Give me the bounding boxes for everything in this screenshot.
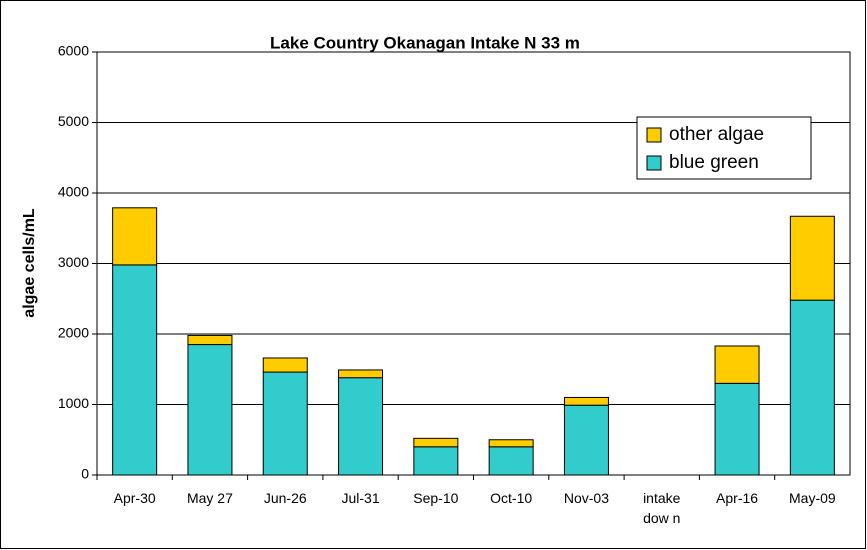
x-tick-label: May 27 bbox=[186, 490, 233, 506]
y-tick-label: 6000 bbox=[58, 43, 89, 59]
x-tick-label: Apr-16 bbox=[716, 490, 759, 506]
bar-segment bbox=[187, 344, 233, 476]
bar-segment bbox=[789, 215, 835, 301]
y-tick-label: 3000 bbox=[58, 254, 89, 270]
bar-segment bbox=[789, 299, 835, 476]
legend-swatch bbox=[646, 155, 662, 171]
chart-title: Lake Country Okanagan Intake N 33 m bbox=[270, 33, 580, 52]
x-tick-label: Nov-03 bbox=[563, 490, 609, 506]
bar-segment bbox=[714, 382, 760, 476]
y-tick-label: 4000 bbox=[58, 184, 89, 200]
bar-segment bbox=[338, 377, 384, 476]
x-tick-label: Sep-10 bbox=[413, 490, 459, 506]
bar-segment bbox=[413, 437, 459, 448]
y-tick-label: 5000 bbox=[58, 113, 89, 129]
bar-segment bbox=[262, 357, 308, 373]
bar-segment bbox=[413, 446, 459, 476]
bar-segment bbox=[714, 345, 760, 384]
bar-segment bbox=[488, 439, 534, 448]
y-tick-label: 2000 bbox=[58, 325, 89, 341]
x-tick-label: Jun-26 bbox=[263, 490, 307, 506]
x-tick-label: Apr-30 bbox=[113, 490, 156, 506]
bar-segment bbox=[338, 369, 384, 379]
y-axis-label: algae cells/mL bbox=[21, 208, 38, 318]
legend-label: blue green bbox=[669, 152, 759, 173]
legend-box bbox=[636, 116, 812, 180]
bar-segment bbox=[112, 207, 158, 266]
x-tick-label: Jul-31 bbox=[341, 490, 380, 506]
legend-label: other algae bbox=[669, 124, 764, 145]
bar-segment bbox=[262, 371, 308, 476]
x-tick-label: Oct-10 bbox=[490, 490, 533, 506]
y-tick-label: 0 bbox=[81, 466, 89, 482]
legend-swatch bbox=[646, 127, 662, 143]
bar-segment bbox=[488, 446, 534, 476]
x-tick-label: intake dow n bbox=[643, 490, 681, 526]
bar-segment bbox=[563, 396, 609, 406]
bar-segment bbox=[187, 334, 233, 346]
bar-segment bbox=[112, 264, 158, 476]
y-tick-label: 1000 bbox=[58, 395, 89, 411]
x-tick-label: May-09 bbox=[789, 490, 836, 506]
bar-segment bbox=[563, 404, 609, 476]
